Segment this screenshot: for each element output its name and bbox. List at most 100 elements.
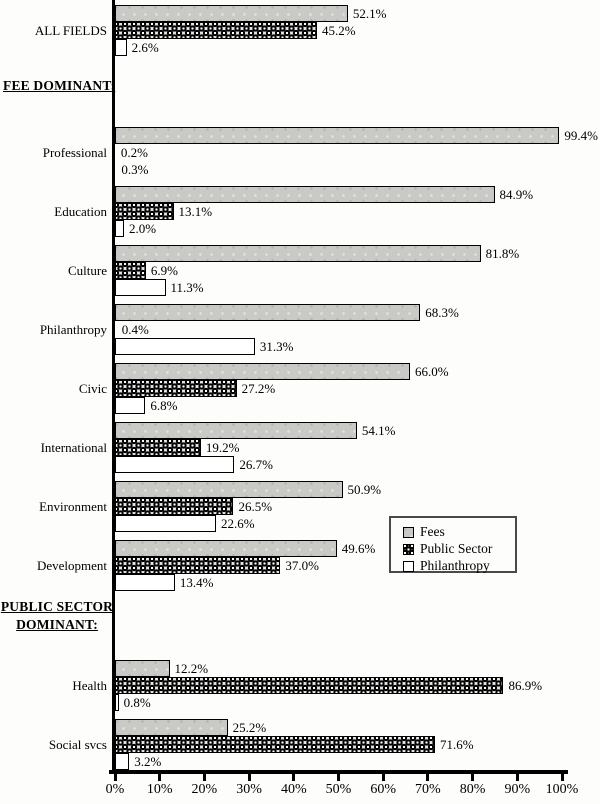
value-label: 0.4%	[121, 322, 149, 337]
x-axis-tick	[337, 774, 340, 781]
fees-bar	[115, 304, 421, 321]
value-label: 27.2%	[241, 381, 276, 396]
fees-bar	[115, 363, 411, 380]
value-label: 22.6%	[221, 516, 255, 531]
value-label: 13.4%	[179, 575, 214, 590]
value-label: 50.9%	[347, 482, 382, 497]
x-axis-tick-label: 40%	[280, 782, 307, 797]
x-axis-tick	[113, 774, 117, 781]
value-label: 26.7%	[239, 457, 273, 472]
x-axis-tick	[426, 774, 430, 781]
category-label: Social svcs	[48, 737, 107, 752]
value-label: 37.0%	[285, 558, 319, 573]
philanthropy-bar	[115, 39, 127, 56]
legend-item: Philanthropy	[403, 558, 515, 574]
x-axis-tick-label: 100%	[545, 782, 579, 797]
value-label: 3.2%	[134, 754, 162, 769]
philanthropy-bar	[115, 753, 130, 770]
value-label: 99.4%	[564, 128, 598, 143]
legend-swatch-philanthropy-icon	[403, 560, 414, 572]
fees-bar	[115, 422, 357, 439]
value-label: 12.2%	[174, 661, 209, 676]
value-label: 84.9%	[499, 187, 534, 202]
public-sector-bar	[115, 203, 174, 220]
category-label: Education	[54, 204, 107, 219]
x-axis-tick-label: 80%	[459, 782, 486, 797]
legend-swatch-fees-icon	[403, 526, 414, 538]
x-axis-tick-label: 30%	[236, 782, 262, 797]
value-label: 31.3%	[259, 339, 294, 354]
fees-bar	[115, 660, 170, 677]
category-label: Civic	[78, 381, 107, 396]
philanthropy-bar	[115, 220, 124, 237]
x-axis-tick-label: 90%	[504, 782, 531, 797]
category-label: International	[40, 440, 107, 455]
x-axis-tick	[158, 774, 162, 781]
value-label: 6.8%	[150, 398, 178, 413]
value-label: 52.1%	[352, 6, 387, 21]
legend-label: Philanthropy	[420, 558, 490, 573]
public-sector-bar	[115, 498, 234, 515]
philanthropy-bar	[115, 338, 255, 355]
public-sector-bar	[115, 677, 504, 694]
value-label: 66.0%	[415, 364, 449, 379]
value-label: 86.9%	[508, 678, 543, 693]
value-label: 54.1%	[361, 423, 396, 438]
value-label: 19.2%	[205, 440, 240, 455]
philanthropy-bar	[115, 515, 217, 532]
public-sector-bar	[115, 439, 201, 456]
value-label: 13.1%	[178, 204, 213, 219]
fees-bar	[115, 5, 348, 22]
legend: Fees Public Sector Philanthropy	[389, 516, 517, 573]
legend-label: Public Sector	[420, 541, 493, 556]
fees-bar	[115, 186, 495, 203]
category-label: Professional	[42, 145, 107, 160]
value-label: 25.2%	[232, 720, 267, 735]
x-axis-line	[109, 770, 568, 774]
legend-item: Fees	[403, 524, 515, 540]
value-label: 45.2%	[322, 23, 356, 38]
public-sector-bar	[115, 380, 237, 397]
value-label: 2.6%	[131, 40, 159, 55]
category-label: Health	[72, 678, 107, 693]
value-label: 0.3%	[121, 162, 149, 177]
legend-label: Fees	[420, 524, 445, 539]
public-sector-bar	[115, 22, 318, 39]
category-label: Environment	[39, 499, 107, 514]
x-axis-tick	[515, 774, 519, 781]
x-axis-tick-label: 20%	[191, 782, 218, 797]
x-axis-tick	[560, 774, 564, 781]
fees-bar	[115, 127, 560, 144]
category-label: ALL FIELDS	[34, 23, 107, 38]
value-label: 11.3%	[170, 280, 204, 295]
fees-bar	[115, 481, 343, 498]
x-axis-tick-label: 70%	[415, 782, 441, 797]
public-sector-bar	[115, 557, 281, 574]
x-axis-tick	[247, 774, 251, 781]
value-label: 49.6%	[341, 541, 376, 556]
value-label: 71.6%	[440, 737, 474, 752]
x-axis-tick	[381, 774, 385, 781]
value-label: 6.9%	[150, 263, 178, 278]
category-label: Philanthropy	[39, 322, 107, 337]
section-header: DOMINANT:	[16, 617, 98, 632]
philanthropy-bar	[115, 456, 235, 473]
value-label: 26.5%	[238, 499, 273, 514]
philanthropy-bar	[115, 694, 119, 711]
philanthropy-bar	[115, 574, 175, 591]
x-axis-tick	[202, 774, 206, 781]
x-axis-tick-label: 10%	[146, 782, 173, 797]
value-label: 2.0%	[128, 221, 157, 236]
philanthropy-bar	[115, 279, 166, 296]
x-axis-tick	[471, 774, 475, 781]
public-sector-bar	[115, 262, 146, 279]
fees-bar	[115, 719, 228, 736]
value-label: 81.8%	[485, 246, 520, 261]
x-axis-tick	[292, 774, 296, 781]
fees-bar	[115, 540, 337, 557]
x-axis-tick-label: 50%	[325, 782, 352, 797]
legend-swatch-public-sector-icon	[403, 543, 414, 555]
value-label: 0.2%	[120, 145, 148, 160]
